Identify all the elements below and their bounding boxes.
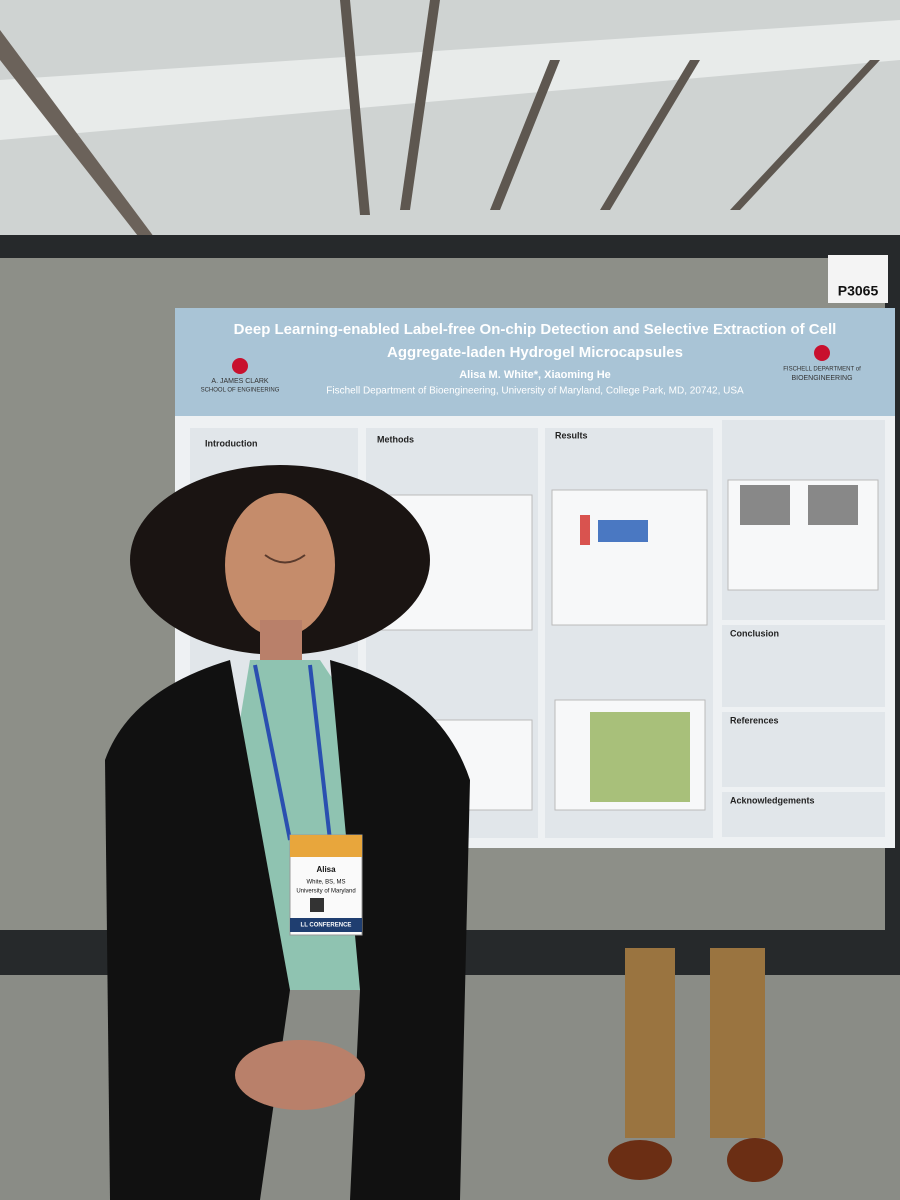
shoe: [727, 1138, 783, 1182]
section-heading: References: [730, 715, 779, 725]
poster-figure-detail: [740, 485, 790, 525]
ceiling-truss: [400, 0, 440, 210]
poster-figure-detail: [590, 712, 690, 802]
poster-figure-detail: [808, 485, 858, 525]
lanyard: [253, 664, 332, 841]
poster-title: Aggregate-laden Hydrogel Microcapsules: [387, 344, 683, 361]
face: [225, 493, 335, 637]
board-number-card: [828, 255, 888, 303]
logo-text: A. JAMES CLARK: [211, 378, 269, 385]
ceiling-truss: [730, 60, 880, 210]
ceiling-truss: [600, 60, 700, 210]
badge-name: Alisa: [316, 865, 336, 874]
badge-event: LL CONFERENCE: [301, 923, 352, 929]
poster-column: [722, 712, 885, 787]
poster-figure-detail: [580, 515, 590, 545]
logo-text: BIOENGINEERING: [791, 375, 852, 382]
ceiling-truss: [0, 30, 160, 245]
poster-header: [175, 308, 895, 416]
badge-institution: University of Maryland: [296, 889, 355, 895]
badge-banner: [290, 835, 362, 857]
poster-affiliation: Fischell Department of Bioengineering, U…: [326, 386, 744, 397]
board-number: P3065: [838, 283, 879, 299]
section-heading: Acknowledgements: [730, 795, 815, 805]
poster-figure-detail: [598, 520, 648, 542]
background-person-leg: [710, 948, 765, 1138]
ceiling-truss: [490, 60, 560, 210]
background-person-leg: [625, 948, 675, 1138]
badge-qr: [310, 898, 324, 912]
poster-title: Deep Learning-enabled Label-free On-chip…: [234, 321, 837, 338]
badge-credentials: White, BS, MS: [306, 880, 345, 886]
badge-footer: [290, 918, 362, 932]
section-heading: Methods: [377, 434, 414, 444]
blazer: [330, 660, 470, 1200]
logo-text: FISCHELL DEPARTMENT of: [783, 367, 861, 373]
poster-figure: [551, 489, 708, 626]
poster-authors: Alisa M. White*, Xiaoming He: [459, 369, 611, 381]
hands: [235, 1040, 365, 1110]
ceiling-truss: [340, 0, 370, 215]
logo-seal: [232, 358, 248, 374]
section-heading: Results: [555, 430, 588, 440]
section-heading: Introduction: [205, 438, 258, 448]
ceiling-beam: [0, 20, 900, 140]
smile: [264, 554, 306, 564]
logo-seal: [814, 345, 830, 361]
section-heading: Conclusion: [730, 628, 779, 638]
poster-column: [722, 792, 885, 837]
logo-text: SCHOOL OF ENGINEERING: [201, 388, 280, 394]
shoe: [608, 1140, 672, 1180]
poster-column: [722, 625, 885, 707]
